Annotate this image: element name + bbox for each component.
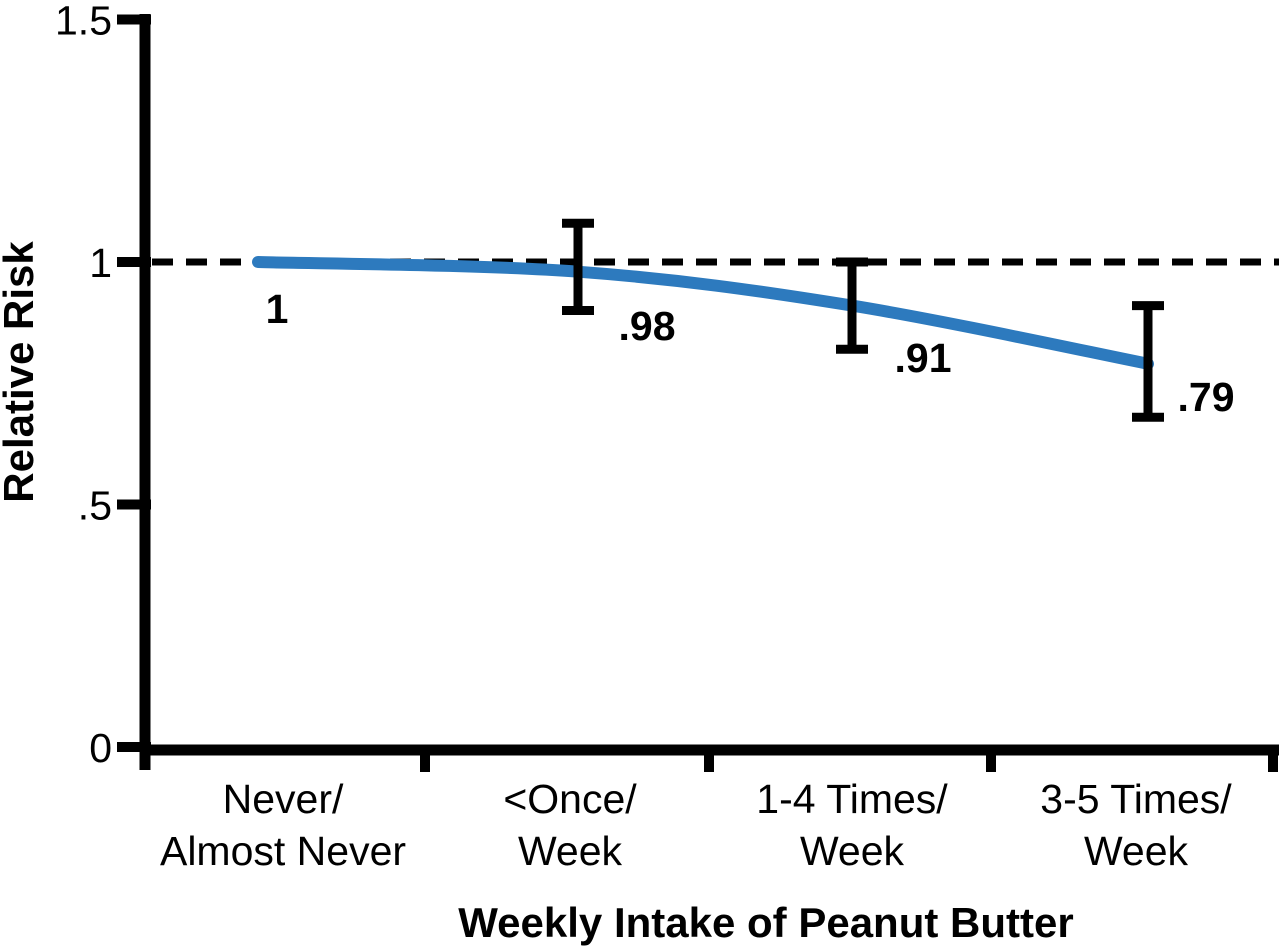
error-bar <box>836 257 868 354</box>
x-category-label: Never/Almost Never <box>160 776 406 874</box>
x-category-label: 3-5 Times/Week <box>1040 776 1232 874</box>
x-category-label-line1: 1-4 Times/ <box>756 776 948 822</box>
x-category-label-line2: Week <box>518 828 623 874</box>
data-point-label: 1 <box>266 286 289 332</box>
x-category-label-line2: Week <box>1084 828 1189 874</box>
x-category-label-line1: Never/ <box>223 776 344 822</box>
y-tick-label: .5 <box>78 483 112 529</box>
y-tick-label: 1.5 <box>55 0 112 44</box>
risk-curve <box>252 256 1154 370</box>
y-axis-title: Relative Risk <box>0 241 42 503</box>
x-axis-title: Weekly Intake of Peanut Butter <box>458 899 1073 946</box>
x-category-label-line1: <Once/ <box>503 776 637 822</box>
x-category-label: 1-4 Times/Week <box>756 776 948 874</box>
y-tick-label: 0 <box>89 725 112 771</box>
error-bar <box>1132 301 1164 422</box>
error-bar <box>562 218 594 315</box>
y-tick-label: 1 <box>89 240 112 286</box>
x-category-label-line1: 3-5 Times/ <box>1040 776 1232 822</box>
data-point-label: .79 <box>1178 374 1235 420</box>
x-category-label-line2: Almost Never <box>160 828 406 874</box>
data-point-label: .98 <box>619 303 676 349</box>
data-point-label: .91 <box>895 335 952 381</box>
x-category-label-line2: Week <box>800 828 905 874</box>
x-category-label: <Once/Week <box>503 776 637 874</box>
